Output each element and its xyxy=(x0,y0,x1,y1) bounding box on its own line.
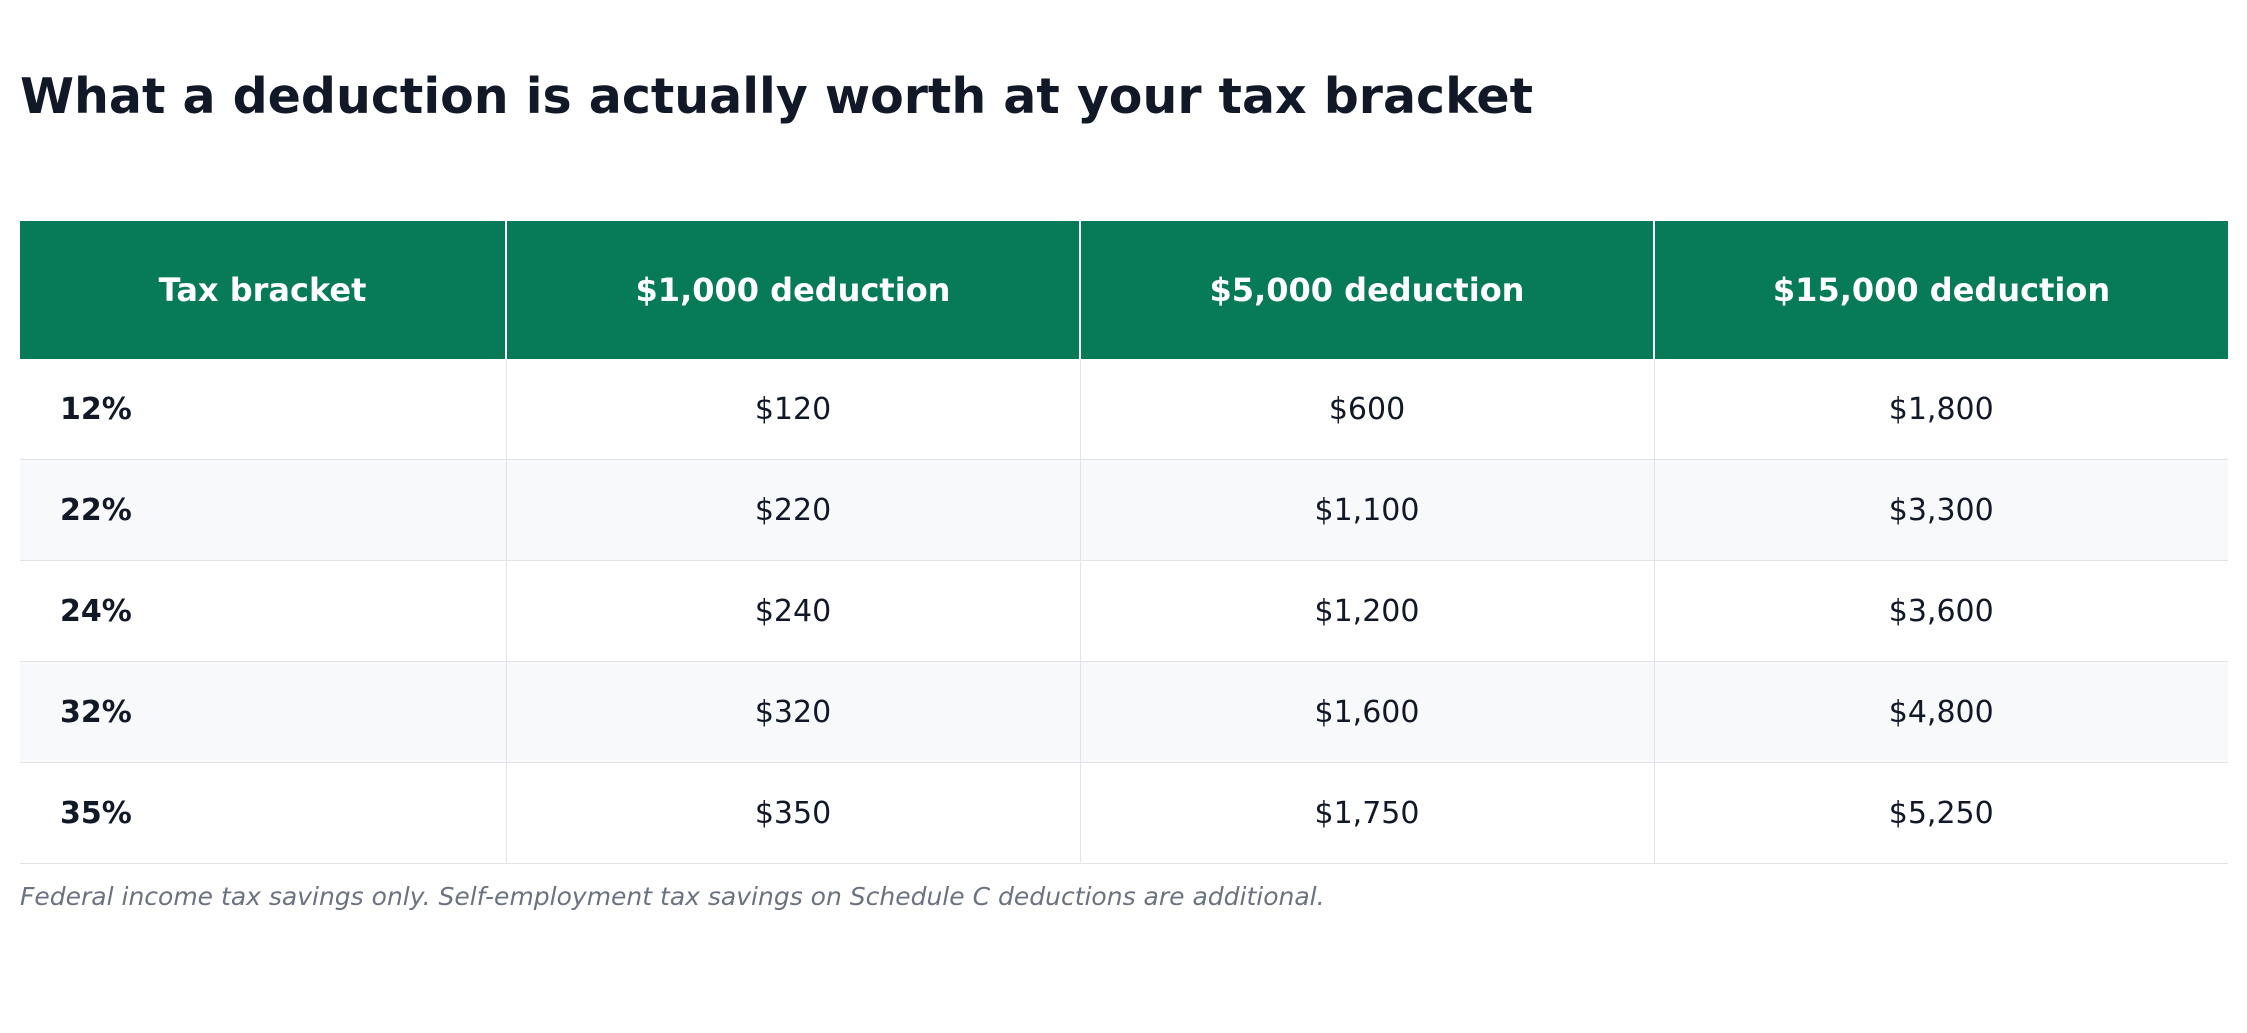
value-cell: $4,800 xyxy=(1653,661,2228,763)
value-cell: $3,600 xyxy=(1653,560,2228,662)
value-cell: $220 xyxy=(505,459,1080,561)
bracket-cell: 32% xyxy=(20,661,506,763)
value-cell: $5,250 xyxy=(1653,762,2228,864)
table-body: 12% $120 $600 $1,800 22% $220 $1,100 $3,… xyxy=(20,359,2228,864)
value-cell: $1,100 xyxy=(1079,459,1654,561)
table-row: 32% $320 $1,600 $4,800 xyxy=(20,661,2228,763)
table-header: Tax bracket $1,000 deduction $5,000 dedu… xyxy=(20,221,2228,359)
value-cell: $120 xyxy=(505,359,1080,460)
bracket-cell: 35% xyxy=(20,762,506,864)
bracket-cell: 12% xyxy=(20,359,506,460)
column-header-5000-deduction: $5,000 deduction xyxy=(1079,221,1654,359)
value-cell: $1,600 xyxy=(1079,661,1654,763)
value-cell: $240 xyxy=(505,560,1080,662)
table-row: 24% $240 $1,200 $3,600 xyxy=(20,560,2228,662)
footnote: Federal income tax savings only. Self-em… xyxy=(20,882,1325,911)
value-cell: $1,800 xyxy=(1653,359,2228,460)
table-row: 12% $120 $600 $1,800 xyxy=(20,359,2228,460)
value-cell: $320 xyxy=(505,661,1080,763)
deduction-value-table: Tax bracket $1,000 deduction $5,000 dedu… xyxy=(20,221,2228,864)
table-row: 35% $350 $1,750 $5,250 xyxy=(20,762,2228,864)
value-cell: $600 xyxy=(1079,359,1654,460)
column-header-tax-bracket: Tax bracket xyxy=(20,221,506,359)
value-cell: $1,200 xyxy=(1079,560,1654,662)
bracket-cell: 22% xyxy=(20,459,506,561)
header-row: Tax bracket $1,000 deduction $5,000 dedu… xyxy=(20,221,2228,359)
value-cell: $350 xyxy=(505,762,1080,864)
column-header-15000-deduction: $15,000 deduction xyxy=(1653,221,2228,359)
column-header-1000-deduction: $1,000 deduction xyxy=(505,221,1080,359)
bracket-cell: 24% xyxy=(20,560,506,662)
value-cell: $1,750 xyxy=(1079,762,1654,864)
page-title: What a deduction is actually worth at yo… xyxy=(20,68,1533,125)
value-cell: $3,300 xyxy=(1653,459,2228,561)
table-row: 22% $220 $1,100 $3,300 xyxy=(20,459,2228,561)
